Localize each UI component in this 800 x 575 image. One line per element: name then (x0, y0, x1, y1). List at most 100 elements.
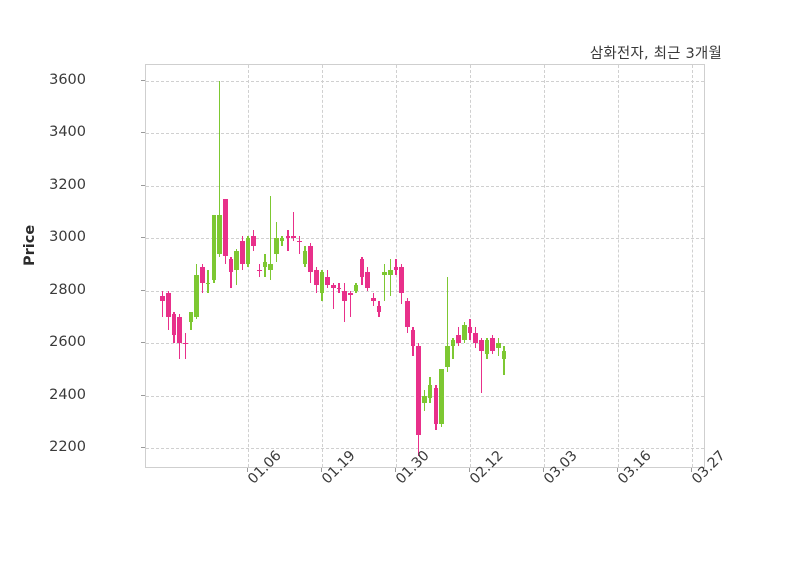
candle-body (479, 340, 484, 351)
y-axis-label: Price (22, 224, 38, 266)
candle-body (336, 287, 342, 290)
candle-body (353, 285, 359, 291)
candle-body (490, 337, 496, 351)
candle-body (439, 369, 444, 425)
candle-body (348, 293, 353, 295)
candle-wick (218, 80, 221, 257)
candle-wick (207, 269, 209, 294)
candle-body (427, 385, 433, 399)
candle-body (473, 332, 478, 344)
candle-wick (298, 235, 300, 254)
candle-body (240, 240, 245, 265)
x-tick-mark (543, 468, 544, 472)
candle-body (370, 298, 376, 302)
x-tick-label: 01.06 (245, 448, 285, 488)
candle-body (251, 235, 256, 246)
candle-body (382, 272, 387, 275)
candle-wick (332, 282, 335, 309)
gridline-horizontal (146, 448, 704, 449)
candle-wick (184, 332, 187, 359)
x-tick-mark (617, 468, 618, 472)
candle-body (296, 240, 302, 243)
candle-body (450, 340, 456, 346)
candle-body (291, 235, 296, 239)
candle-body (285, 235, 291, 239)
candle-body (308, 246, 313, 273)
candle-body (194, 274, 200, 317)
x-tick-mark (321, 468, 322, 472)
x-tick-label: 03.03 (541, 448, 581, 488)
plot-area (145, 64, 705, 468)
candle-body (405, 301, 410, 328)
y-tick-label: 3000 (49, 229, 86, 246)
y-tick-label: 2400 (49, 386, 86, 403)
candle-body (342, 290, 348, 302)
gridline-vertical (322, 65, 323, 467)
x-tick-label: 01.30 (393, 448, 433, 488)
candle-body (501, 350, 507, 359)
candle-wick (161, 290, 164, 317)
candle-body (388, 269, 393, 275)
candle-body (274, 238, 279, 254)
candle-wick (503, 345, 505, 375)
candle-body (268, 264, 274, 270)
candle-body (484, 340, 490, 354)
candle-body (279, 238, 285, 241)
gridline-horizontal (146, 133, 704, 135)
y-tick-label: 2200 (49, 439, 86, 455)
candle-wick (349, 290, 352, 317)
y-tick-mark (141, 184, 145, 186)
gridline-vertical (618, 65, 619, 467)
x-tick-label: 03.27 (689, 447, 729, 488)
y-tick-mark (141, 394, 145, 396)
candle-body (331, 285, 336, 288)
candle-body (365, 272, 370, 288)
gridline-horizontal (146, 185, 704, 187)
candle-wick (344, 282, 346, 323)
chart-title: 삼화전자, 최근 3개월 (589, 46, 722, 62)
candle-body (433, 387, 439, 425)
y-tick-label: 2600 (49, 334, 86, 351)
x-tick-label: 03.16 (615, 448, 655, 488)
candle-body (217, 214, 222, 254)
y-tick-mark (141, 289, 145, 291)
candle-body (410, 329, 416, 346)
candle-body (302, 251, 308, 265)
candle-wick (338, 282, 340, 294)
candle-body (376, 306, 382, 312)
y-tick-mark (141, 237, 145, 239)
y-tick-mark (141, 132, 145, 134)
candle-body (462, 324, 467, 341)
gridline-horizontal (146, 343, 704, 345)
candle-body (314, 269, 319, 286)
y-tick-label: 3200 (49, 176, 86, 193)
candle-body (177, 316, 182, 344)
x-tick-mark (469, 468, 470, 472)
candle-wick (270, 196, 272, 281)
candle-body (393, 267, 399, 270)
candle-wick (452, 337, 454, 359)
y-tick-mark (141, 79, 145, 81)
candle-body (183, 343, 188, 345)
y-tick-mark (141, 447, 145, 448)
candle-body (211, 214, 217, 281)
candle-body (234, 251, 239, 270)
candle-wick (287, 230, 289, 252)
y-tick-label: 3400 (49, 124, 86, 141)
gridline-vertical (692, 65, 693, 467)
y-tick-mark (141, 342, 145, 344)
candle-body (205, 282, 211, 285)
candle-body (257, 269, 262, 271)
candle-body (245, 238, 251, 265)
candle-wick (281, 235, 283, 246)
candle-body (399, 267, 404, 294)
candle-wick (230, 256, 232, 288)
x-tick-mark (247, 468, 248, 472)
candle-body (200, 267, 205, 283)
candle-body (325, 277, 330, 286)
candle-wick (395, 259, 397, 275)
candle-body (222, 198, 228, 257)
candle-body (171, 314, 177, 336)
candle-wick (292, 211, 295, 241)
